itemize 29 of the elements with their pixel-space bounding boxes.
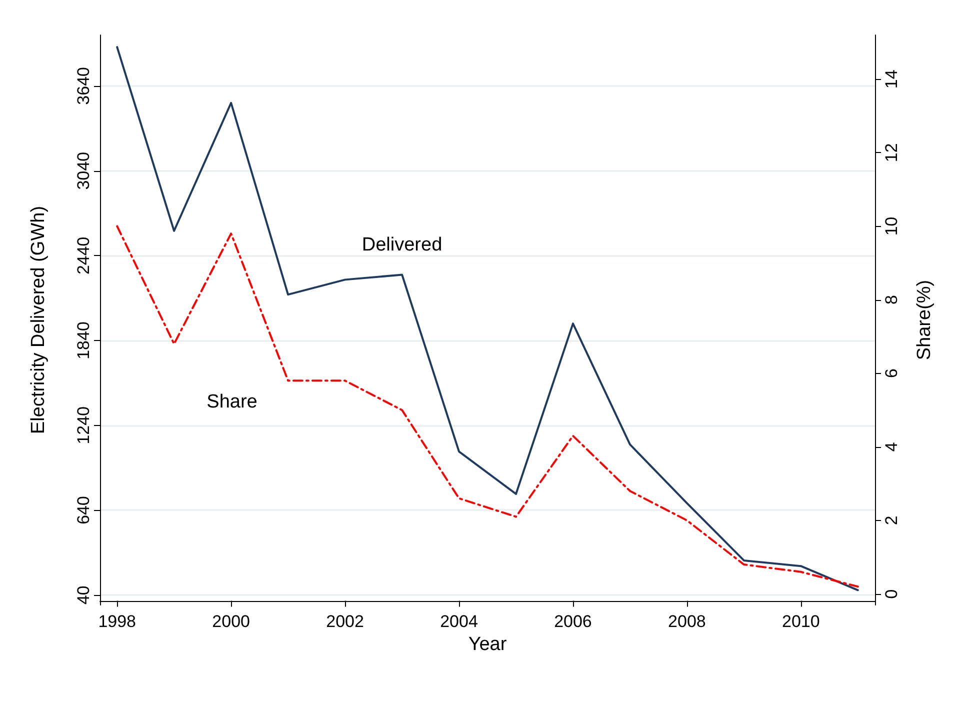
y2-axis-title: Share(%) (914, 280, 935, 360)
y2-tick-label: 10 (882, 216, 901, 236)
line-series (116, 46, 859, 592)
x-axis-title: Year (468, 634, 508, 655)
annotation: Share (206, 392, 258, 412)
y-tick-label: 640 (74, 496, 93, 524)
line-series (116, 225, 859, 588)
x-tick-label: 2006 (554, 612, 592, 631)
y2-tick-label: 12 (882, 143, 901, 162)
x-tick-label: 1998 (98, 612, 136, 631)
y-tick-label: 3640 (74, 67, 93, 105)
y-tick-label: 1240 (74, 406, 93, 444)
y-tick-label: 2440 (74, 236, 93, 275)
x-tick-label: 2008 (668, 612, 706, 631)
x-tick-label: 2000 (212, 612, 250, 631)
x-tick-label: 2010 (782, 612, 820, 631)
y-tick-label: 3040 (74, 152, 93, 190)
x-tick-label: 2002 (326, 612, 364, 631)
y-tick-label: 1840 (74, 322, 93, 360)
y2-tick-label: 2 (882, 516, 901, 526)
y2-tick-label: 0 (882, 589, 901, 599)
y2-tick-label: 4 (882, 442, 901, 452)
annotation: Delivered (362, 234, 442, 256)
y-axis-title: Electricity Delivered (GWh) (28, 206, 49, 434)
y-tick-label: 40 (74, 586, 93, 605)
x-tick-label: 2004 (440, 612, 478, 631)
y2-tick-label: 6 (882, 368, 901, 378)
y2-tick-label: 14 (882, 70, 901, 89)
y2-tick-label: 8 (882, 295, 901, 305)
